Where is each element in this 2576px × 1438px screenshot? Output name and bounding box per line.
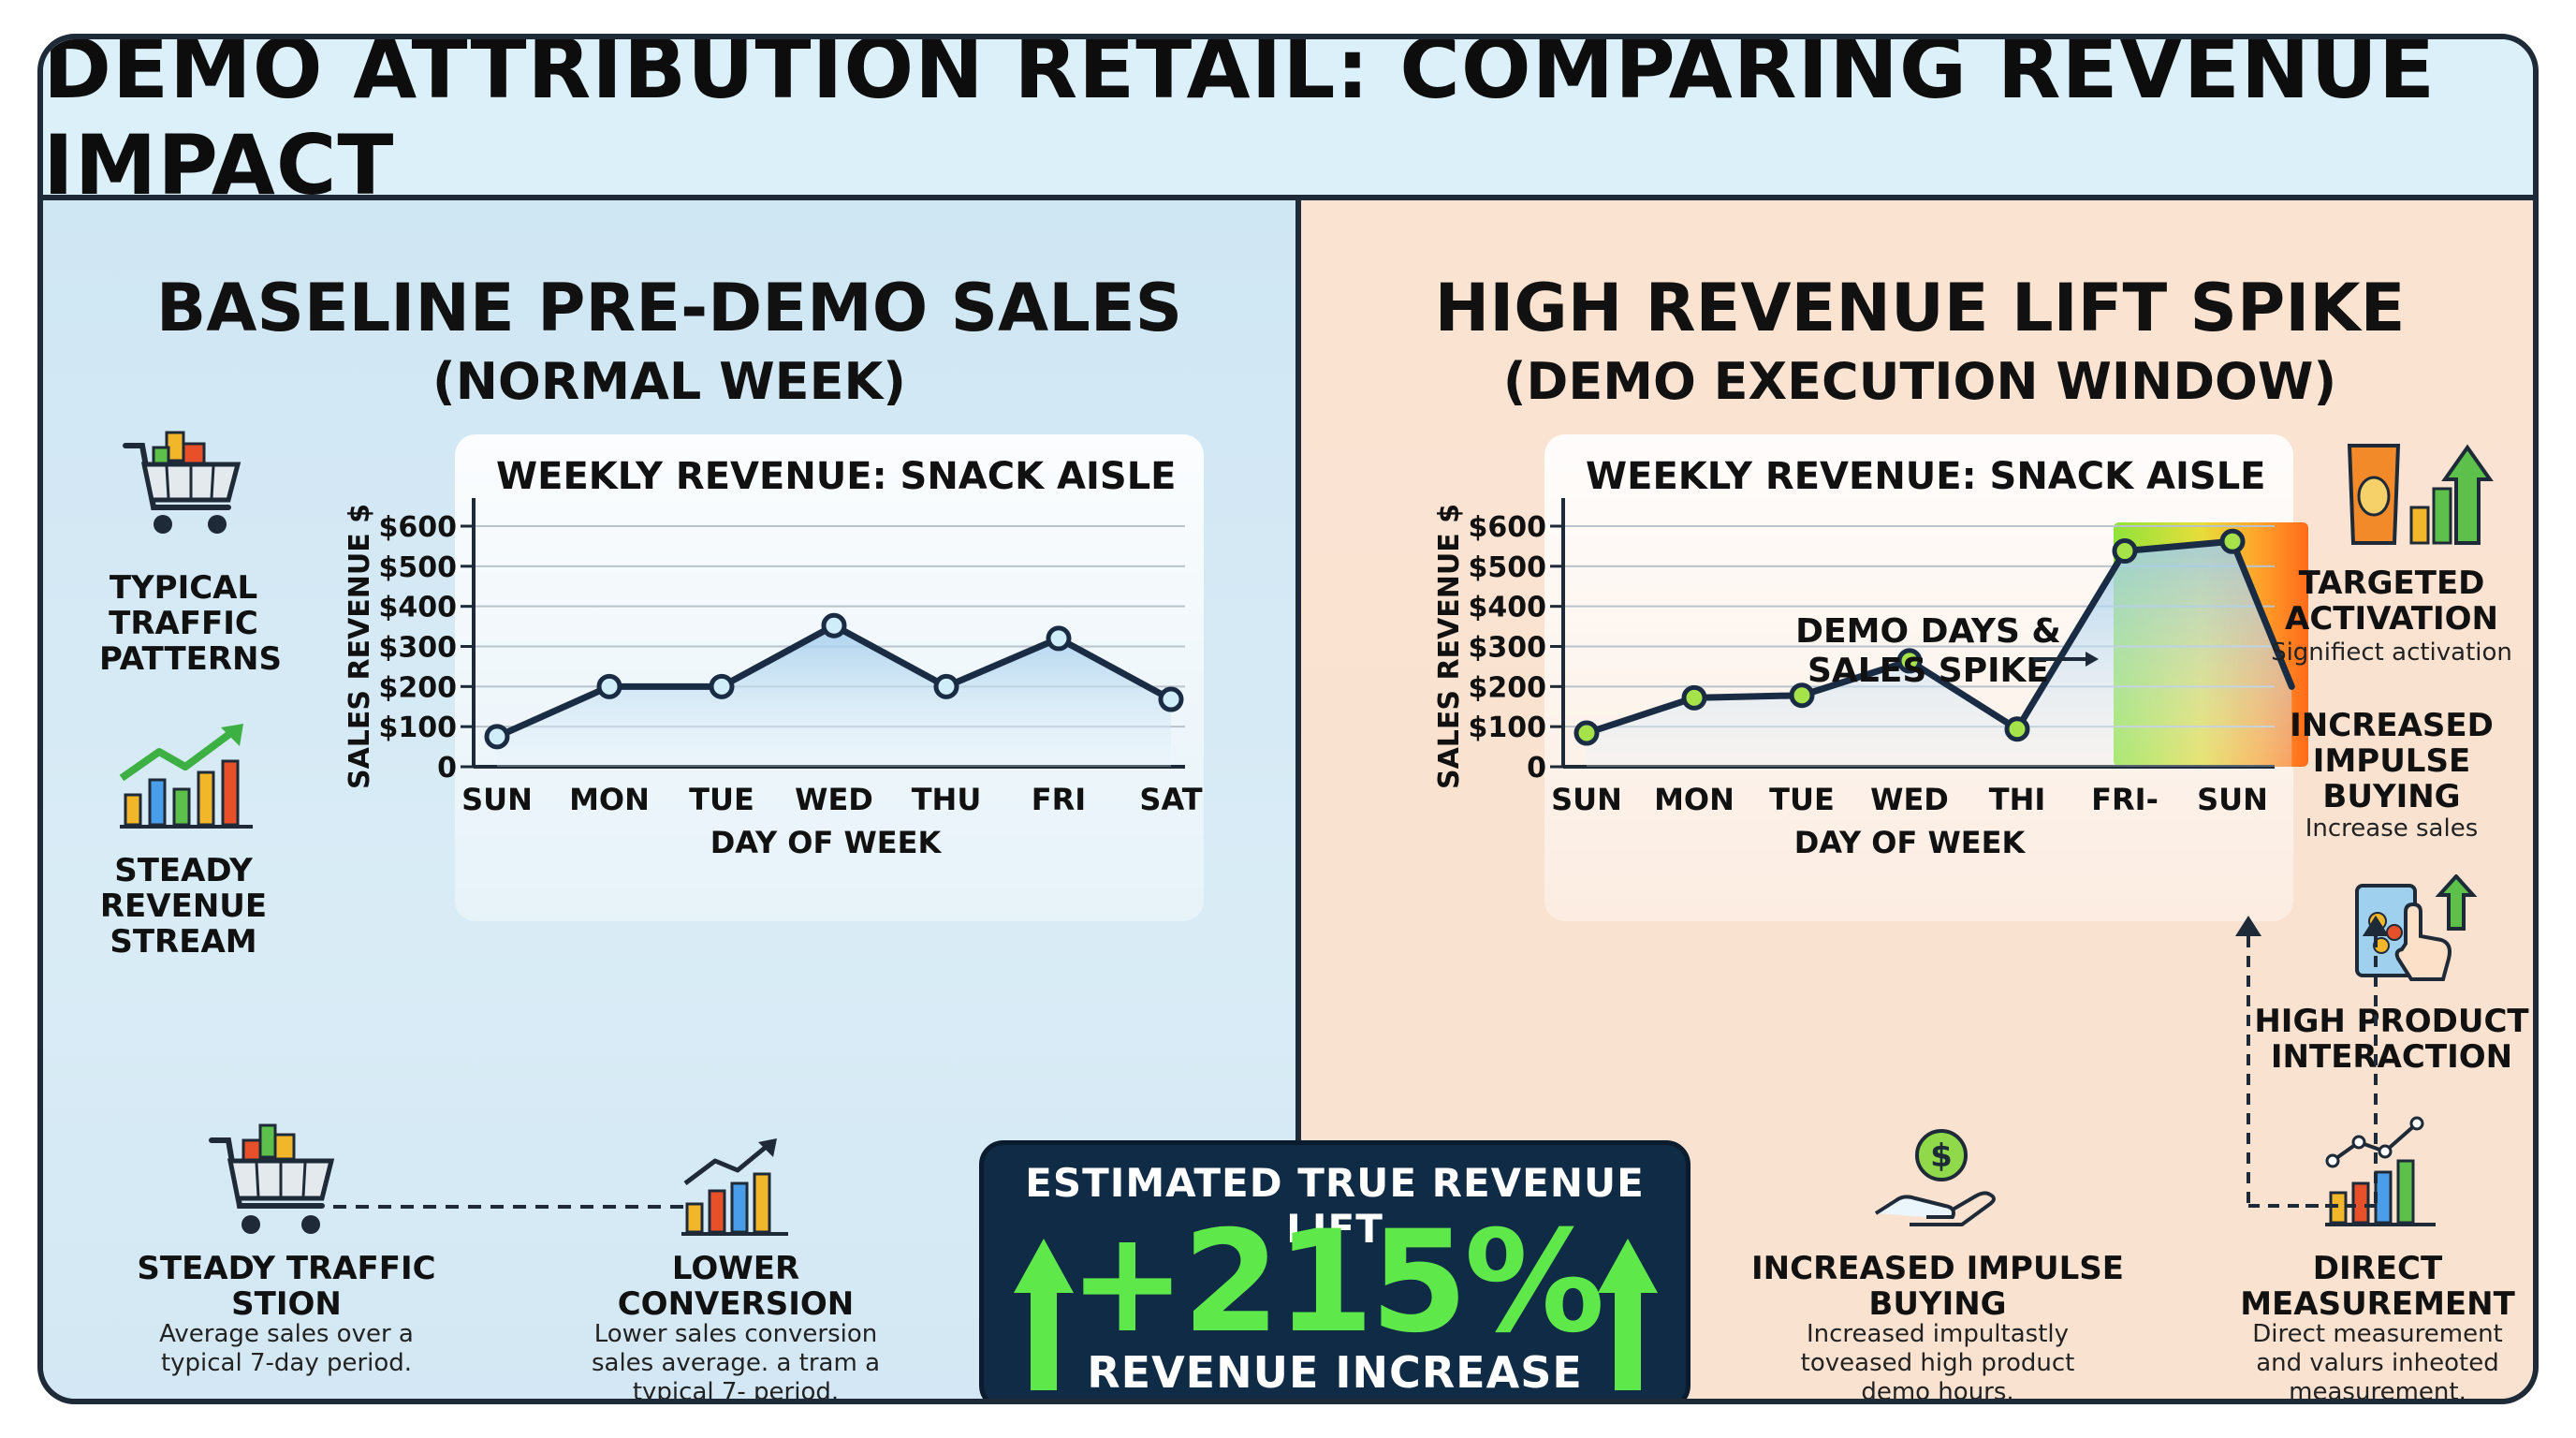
line-bar-chart-icon bbox=[2325, 1116, 2436, 1226]
annotation-arrowhead bbox=[2086, 652, 2099, 667]
x-tick-label: SUN bbox=[461, 782, 533, 817]
title-bar: DEMO ATTRIBUTION RETAIL: COMPARING REVEN… bbox=[43, 39, 2533, 213]
direct-measurement-title: DIRECT MEASUREMENT bbox=[2240, 1250, 2515, 1324]
x-axis-label: DAY OF WEEK bbox=[710, 825, 943, 860]
y-tick-label: $100 bbox=[379, 712, 458, 744]
data-point-fri bbox=[1046, 625, 1072, 652]
spike-connector-arrows-b bbox=[2235, 916, 2346, 1208]
up-arrow-icon bbox=[1598, 1239, 1658, 1390]
x-tick-label: THU bbox=[912, 782, 982, 817]
targeted-activation-title: TARGETED ACTIVATION bbox=[2285, 565, 2498, 638]
x-axis-label: DAY OF WEEK bbox=[1794, 825, 2027, 860]
data-point-tue bbox=[1789, 682, 1815, 709]
data-point-wed bbox=[821, 612, 847, 638]
y-tick-label: $400 bbox=[379, 592, 458, 624]
data-point-thu bbox=[933, 673, 959, 699]
y-tick-label: $400 bbox=[1469, 592, 1547, 624]
data-point-fri bbox=[2112, 538, 2138, 565]
x-tick-label: TUE bbox=[689, 782, 754, 817]
y-tick-label: $600 bbox=[1469, 511, 1547, 544]
spike-heading: HIGH REVENUE LIFT SPIKE bbox=[1434, 270, 2406, 346]
spike-subheading: (DEMO EXECUTION WINDOW) bbox=[1502, 352, 2337, 411]
x-tick-label: WED bbox=[795, 782, 873, 817]
bar-chart-icon bbox=[681, 1138, 788, 1236]
x-tick-label: SUN bbox=[2197, 782, 2268, 817]
chart-title: WEEKLY REVENUE: SNACK AISLE bbox=[1586, 455, 2266, 498]
y-axis-label: SALES REVENUE $ bbox=[1433, 504, 1466, 789]
panel-divider bbox=[1295, 200, 1301, 1399]
svg-text:$: $ bbox=[1930, 1137, 1953, 1175]
x-tick-label: FRI- bbox=[2091, 782, 2159, 817]
impulse-bottom-body: Increased impultastly toveased high prod… bbox=[1800, 1320, 2075, 1404]
steady-revenue-label: STEADY REVENUE STREAM bbox=[99, 852, 268, 961]
demo-annotation-line1: DEMO DAYS & bbox=[1795, 612, 2061, 651]
y-tick-label: $600 bbox=[379, 511, 458, 544]
x-tick-label: TUE bbox=[1769, 782, 1835, 817]
x-tick-label: SAT bbox=[1139, 782, 1202, 817]
series-line bbox=[1583, 537, 2295, 737]
x-tick-label: MON bbox=[1654, 782, 1734, 817]
y-tick-label: $300 bbox=[379, 632, 458, 665]
lower-conversion-body: Lower sales conversion sales average. a … bbox=[591, 1320, 880, 1404]
lift-title: ESTIMATED TRUE REVENUE LIFT bbox=[1025, 1160, 1645, 1252]
baseline-subheading: (NORMAL WEEK) bbox=[432, 352, 906, 411]
data-point-sun bbox=[2219, 528, 2246, 554]
data-point-thi bbox=[2004, 716, 2030, 742]
data-point-mon bbox=[596, 673, 622, 699]
y-tick-label: $200 bbox=[379, 671, 458, 704]
steady-traffic-title: STEADY TRAFFIC STION bbox=[137, 1250, 436, 1324]
y-tick-label: $100 bbox=[1469, 712, 1547, 744]
direct-measurement-body: Direct measurement and valurs inheoted m… bbox=[2252, 1320, 2503, 1404]
lift-value: +215% bbox=[1068, 1201, 1604, 1364]
page-title: DEMO ATTRIBUTION RETAIL: COMPARING REVEN… bbox=[43, 34, 2437, 213]
infographic-frame: DEMO ATTRIBUTION RETAIL: COMPARING REVEN… bbox=[37, 34, 2539, 1404]
shopping-cart-icon bbox=[123, 431, 242, 534]
data-point-sun bbox=[484, 724, 510, 750]
data-point-sun bbox=[1573, 720, 1600, 746]
snack-bag-icon bbox=[2347, 444, 2494, 545]
impulse-bottom-title: INCREASED IMPULSE BUYING bbox=[1751, 1250, 2124, 1324]
x-tick-label: THI bbox=[1989, 782, 2046, 817]
targeted-activation-body: Signifiect activation bbox=[2271, 638, 2512, 667]
data-point-tue bbox=[709, 673, 735, 699]
data-point-sat bbox=[1158, 686, 1184, 712]
impulse-buying-body: Increase sales bbox=[2305, 814, 2479, 843]
shopping-cart-icon bbox=[209, 1123, 335, 1234]
lift-subtitle: REVENUE INCREASE bbox=[1087, 1347, 1583, 1398]
y-tick-label: $500 bbox=[379, 551, 458, 584]
demo-annotation-line2: SALES SPIKE bbox=[1808, 652, 2049, 690]
baseline-panel: BASELINE PRE-DEMO SALES (NORMAL WEEK) TY… bbox=[43, 200, 1295, 1404]
up-arrow-icon bbox=[1014, 1239, 1074, 1390]
y-tick-label: $200 bbox=[1469, 671, 1547, 704]
data-point-mon bbox=[1681, 684, 1707, 711]
dashed-connector bbox=[333, 1205, 698, 1209]
revenue-lift-box: ESTIMATED TRUE REVENUE LIFT +215% REVENU… bbox=[979, 1140, 1690, 1399]
y-tick-label: $500 bbox=[1469, 551, 1547, 584]
data-point-wed bbox=[1896, 648, 1923, 674]
y-tick-label: $300 bbox=[1469, 632, 1547, 665]
lower-conversion-title: LOWER CONVERSION bbox=[617, 1250, 855, 1324]
chart-title: WEEKLY REVENUE: SNACK AISLE bbox=[496, 455, 1177, 498]
y-axis-label: SALES REVENUE $ bbox=[344, 504, 376, 789]
baseline-heading: BASELINE PRE-DEMO SALES bbox=[155, 270, 1183, 346]
baseline-revenue-chart: WEEKLY REVENUE: SNACK AISLE 0 $100 $200 $300… bbox=[344, 434, 1204, 921]
y-tick-label: 0 bbox=[437, 752, 457, 785]
series-area bbox=[497, 625, 1171, 767]
growth-chart-icon bbox=[119, 724, 253, 829]
y-tick-label: 0 bbox=[1527, 752, 1546, 785]
x-tick-label: WED bbox=[1870, 782, 1949, 817]
hand-coin-icon: $ bbox=[1874, 1129, 1996, 1226]
impulse-buying-title: INCREASED IMPULSE BUYING bbox=[2290, 707, 2494, 816]
x-tick-label: MON bbox=[569, 782, 650, 817]
demo-revenue-chart: WEEKLY REVENUE: SNACK AISLE 0 $100 $200 $300… bbox=[1433, 434, 2308, 921]
series-area bbox=[1587, 541, 2292, 767]
high-product-interaction-title: HIGH PRODUCT INTERACTION bbox=[2254, 1003, 2529, 1077]
typical-traffic-label: TYPICAL TRAFFIC PATTERNS bbox=[99, 569, 282, 679]
x-tick-label: SUN bbox=[1551, 782, 1622, 817]
steady-traffic-body: Average sales over a typical 7-day perio… bbox=[159, 1320, 414, 1378]
x-tick-label: FRI bbox=[1032, 782, 1086, 817]
